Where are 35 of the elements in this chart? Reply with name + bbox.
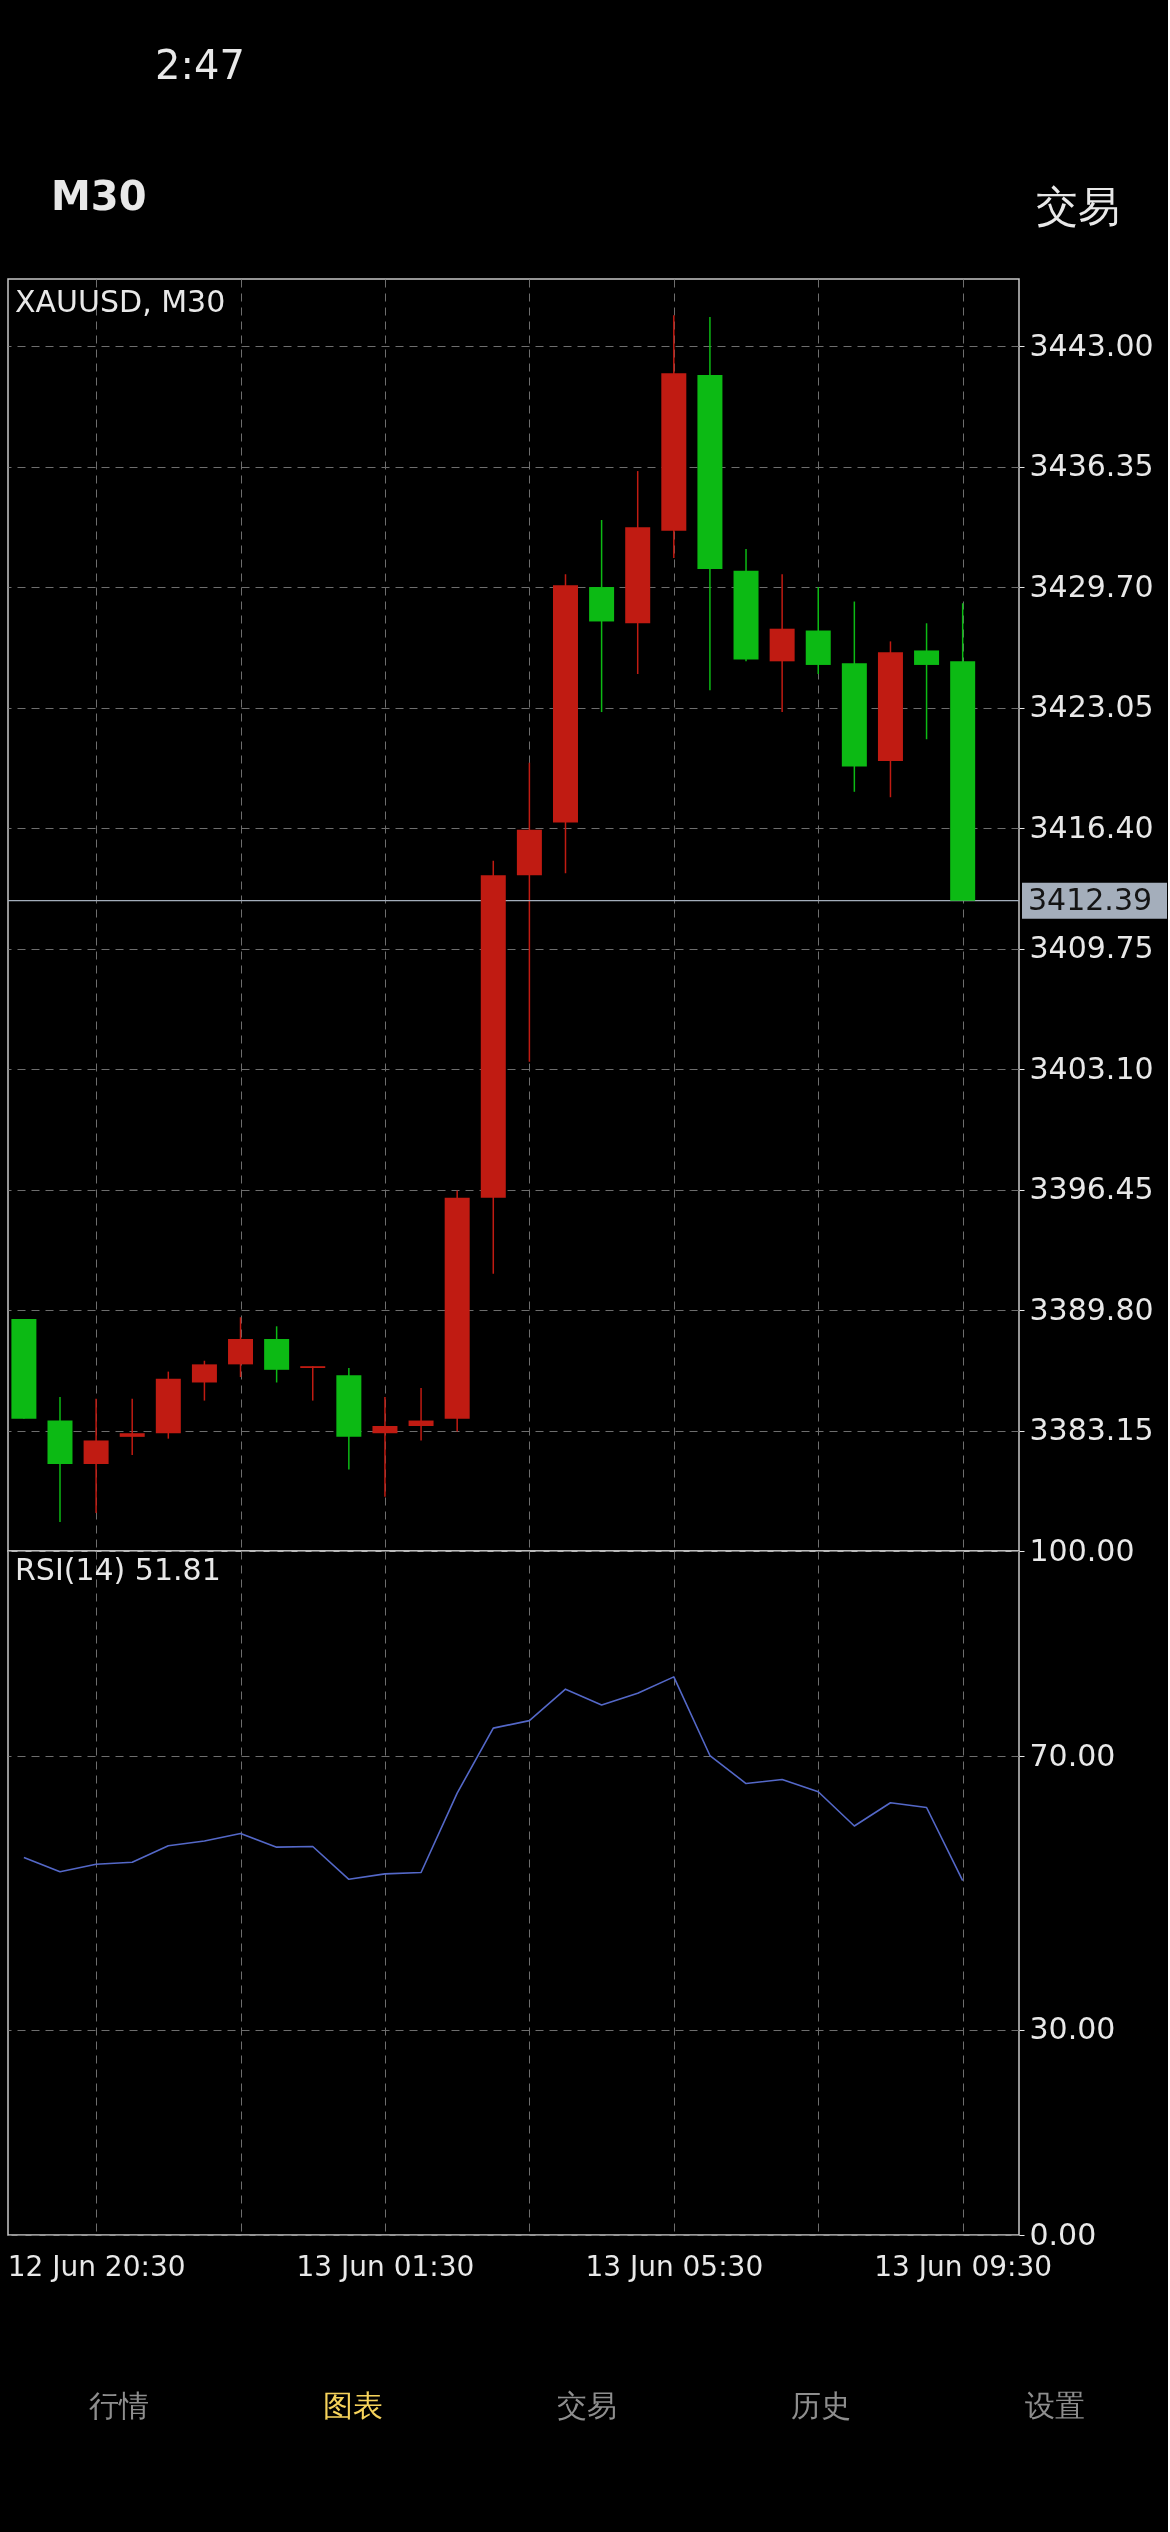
text: 交易	[1036, 182, 1120, 231]
line-series	[23, 1676, 964, 1882]
text: 交易	[557, 2388, 617, 2423]
y-tick-label: 3389.80	[1029, 1291, 1154, 1327]
y-tick-label: 3403.10	[1029, 1050, 1154, 1086]
y-tick-label: 3416.40	[1029, 809, 1154, 845]
text: 图表	[323, 2388, 383, 2423]
y-tick-label: 70.00	[1029, 1737, 1116, 1773]
y-tick-label: 30.00	[1029, 2011, 1116, 2047]
y-tick-label: 3423.05	[1029, 689, 1154, 725]
y-tick-label: 0.00	[1029, 2216, 1097, 2252]
x-tick-label: 13 Jun 09:30	[874, 2249, 1053, 2283]
text: M30	[51, 173, 147, 219]
x-tick-label: 12 Jun 20:30	[7, 2249, 186, 2283]
text: 2:47	[155, 42, 245, 88]
y-tick-label: 3409.75	[1029, 930, 1154, 966]
candlestick	[408, 1387, 434, 1442]
chart-title: XAUUSD, M30	[15, 284, 226, 319]
x-tick-label: 13 Jun 01:30	[296, 2249, 475, 2283]
text: 设置	[1025, 2388, 1085, 2423]
text: 历史	[791, 2388, 851, 2423]
y-tick-label: 3443.00	[1029, 327, 1154, 363]
candlestick	[914, 622, 940, 740]
candlestick	[372, 1396, 398, 1498]
y-tick-label: 100.00	[1029, 1532, 1135, 1568]
y-tick-label: 3396.45	[1029, 1171, 1154, 1207]
y-tick-label: 3436.35	[1029, 448, 1154, 484]
y-tick-label: 3383.15	[1029, 1412, 1154, 1447]
chart-title: RSI(14) 51.81	[15, 1552, 221, 1587]
y-tick-label: 3429.70	[1029, 568, 1154, 604]
candlestick	[119, 1398, 145, 1456]
ref-line-label: 3412.39	[1028, 881, 1153, 917]
x-tick-label: 13 Jun 05:30	[585, 2249, 764, 2283]
text: 行情	[89, 2388, 149, 2423]
candlestick	[300, 1365, 326, 1402]
